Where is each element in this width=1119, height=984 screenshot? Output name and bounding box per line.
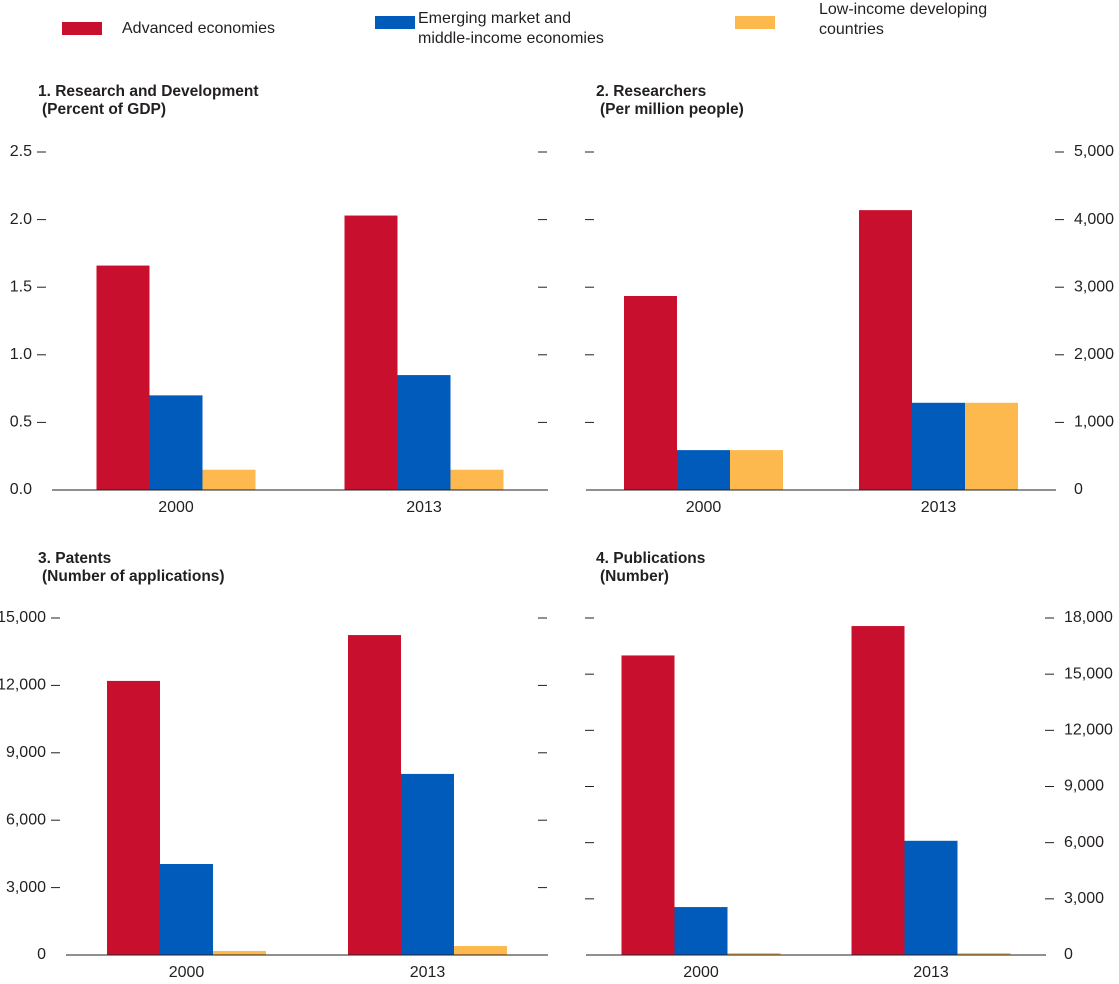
y-tick-label: 2.5 — [10, 143, 32, 160]
y-tick-label: 9,000 — [1064, 778, 1104, 795]
y-tick-label: 12,000 — [0, 677, 46, 694]
bar — [965, 402, 1018, 490]
legend-label: Advanced economies — [122, 20, 275, 37]
chart-title: 1. Research and Development — [38, 83, 259, 100]
bar — [859, 210, 912, 491]
y-tick-label: 3,000 — [6, 879, 46, 896]
bar — [450, 469, 504, 490]
y-tick-label: 1,000 — [1074, 414, 1114, 431]
bar — [621, 655, 675, 955]
x-tick-label: 2013 — [913, 964, 949, 981]
bar — [397, 375, 451, 490]
x-tick-label: 2000 — [158, 499, 194, 516]
bar — [674, 907, 728, 955]
chart-title: 2. Researchers — [596, 83, 706, 100]
y-tick-label: 0.0 — [10, 481, 32, 498]
y-tick-label: 3,000 — [1074, 278, 1114, 295]
bar — [160, 864, 213, 955]
chart-subtitle: (Per million people) — [600, 101, 744, 118]
bar — [401, 773, 454, 955]
y-tick-label: 0 — [37, 946, 46, 963]
legend-swatch — [62, 22, 102, 35]
chart-subtitle: (Number) — [600, 568, 669, 585]
y-tick-label: 9,000 — [6, 744, 46, 761]
y-tick-label: 15,000 — [0, 609, 46, 626]
bar — [727, 953, 781, 955]
x-tick-label: 2013 — [406, 499, 442, 516]
bar — [730, 450, 783, 490]
y-tick-label: 3,000 — [1064, 890, 1104, 907]
x-tick-label: 2000 — [169, 964, 205, 981]
legend-label: Low-income developing countries — [819, 1, 988, 38]
chart-subtitle: (Percent of GDP) — [42, 101, 166, 118]
bar — [454, 946, 507, 955]
bar — [912, 402, 965, 490]
bar — [348, 635, 401, 955]
y-tick-label: 18,000 — [1064, 609, 1113, 626]
y-tick-label: 6,000 — [1064, 834, 1104, 851]
y-tick-label: 15,000 — [1064, 665, 1113, 682]
chart-title: 3. Patents — [38, 550, 111, 567]
y-tick-label: 2,000 — [1074, 346, 1114, 363]
x-tick-label: 2013 — [410, 964, 446, 981]
chart-title: 4. Publications — [596, 550, 705, 567]
bar — [957, 953, 1011, 955]
y-tick-label: 5,000 — [1074, 143, 1114, 160]
bar — [96, 265, 150, 490]
bar — [344, 215, 398, 490]
y-tick-label: 6,000 — [6, 811, 46, 828]
bar — [107, 680, 160, 955]
legend-swatch — [375, 16, 415, 29]
x-tick-label: 2013 — [921, 499, 957, 516]
y-tick-label: 1.5 — [10, 278, 32, 295]
y-tick-label: 0 — [1074, 481, 1083, 498]
y-tick-label: 12,000 — [1064, 722, 1113, 739]
legend-swatch — [735, 16, 775, 29]
legend-label: Emerging market and middle-income econom… — [418, 10, 604, 47]
bar — [851, 626, 905, 955]
bar — [904, 840, 958, 955]
bar — [677, 450, 730, 490]
y-tick-label: 4,000 — [1074, 211, 1114, 228]
x-tick-label: 2000 — [683, 964, 719, 981]
bar — [202, 469, 256, 490]
bar — [624, 295, 677, 490]
chart-subtitle: (Number of applications) — [42, 568, 225, 585]
y-tick-label: 2.0 — [10, 211, 32, 228]
y-tick-label: 0.5 — [10, 414, 32, 431]
x-tick-label: 2000 — [686, 499, 722, 516]
y-tick-label: 0 — [1064, 946, 1073, 963]
bar — [213, 950, 266, 955]
y-tick-label: 1.0 — [10, 346, 32, 363]
bar — [149, 395, 203, 490]
